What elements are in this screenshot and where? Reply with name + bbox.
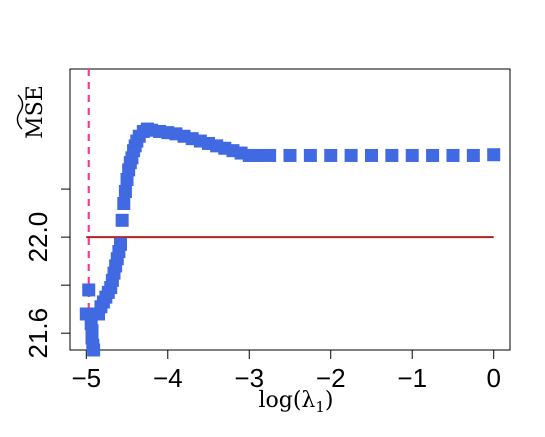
data-point — [87, 343, 101, 357]
y-tick-label: 21.6 — [23, 308, 53, 359]
y-tick-label: 22.0 — [23, 212, 53, 263]
x-tick-label: −1 — [397, 363, 427, 393]
y-axis: 21.6 22.0 — [23, 188, 70, 359]
data-point — [385, 148, 399, 162]
x-tick-label: −2 — [316, 363, 346, 393]
x-tick-label: −5 — [71, 363, 101, 393]
tilde-icon — [16, 94, 24, 130]
data-point — [303, 148, 317, 162]
data-point — [283, 148, 297, 162]
x-tick-label: 0 — [486, 363, 500, 393]
y-axis-title-text: MSE — [23, 85, 48, 139]
data-point — [344, 148, 358, 162]
x-axis: −5 −4 −3 −2 −1 0 — [71, 350, 501, 393]
data-point — [250, 148, 264, 162]
reference-lines — [86, 69, 494, 350]
data-point — [117, 196, 131, 210]
x-tick-label: −3 — [234, 363, 264, 393]
data-point — [118, 184, 132, 198]
data-point — [85, 324, 99, 338]
data-point — [466, 148, 480, 162]
data-point — [446, 148, 460, 162]
data-points — [79, 122, 501, 357]
data-point — [426, 148, 440, 162]
data-point — [487, 148, 501, 162]
data-point — [263, 148, 277, 162]
x-tick-label: −4 — [153, 363, 183, 393]
data-point — [114, 237, 128, 251]
data-point — [115, 213, 129, 227]
y-axis-title: MSE — [16, 85, 48, 139]
data-point — [364, 148, 378, 162]
data-point — [82, 283, 96, 297]
data-point — [405, 148, 419, 162]
plot-frame — [69, 68, 511, 351]
data-point — [324, 148, 338, 162]
